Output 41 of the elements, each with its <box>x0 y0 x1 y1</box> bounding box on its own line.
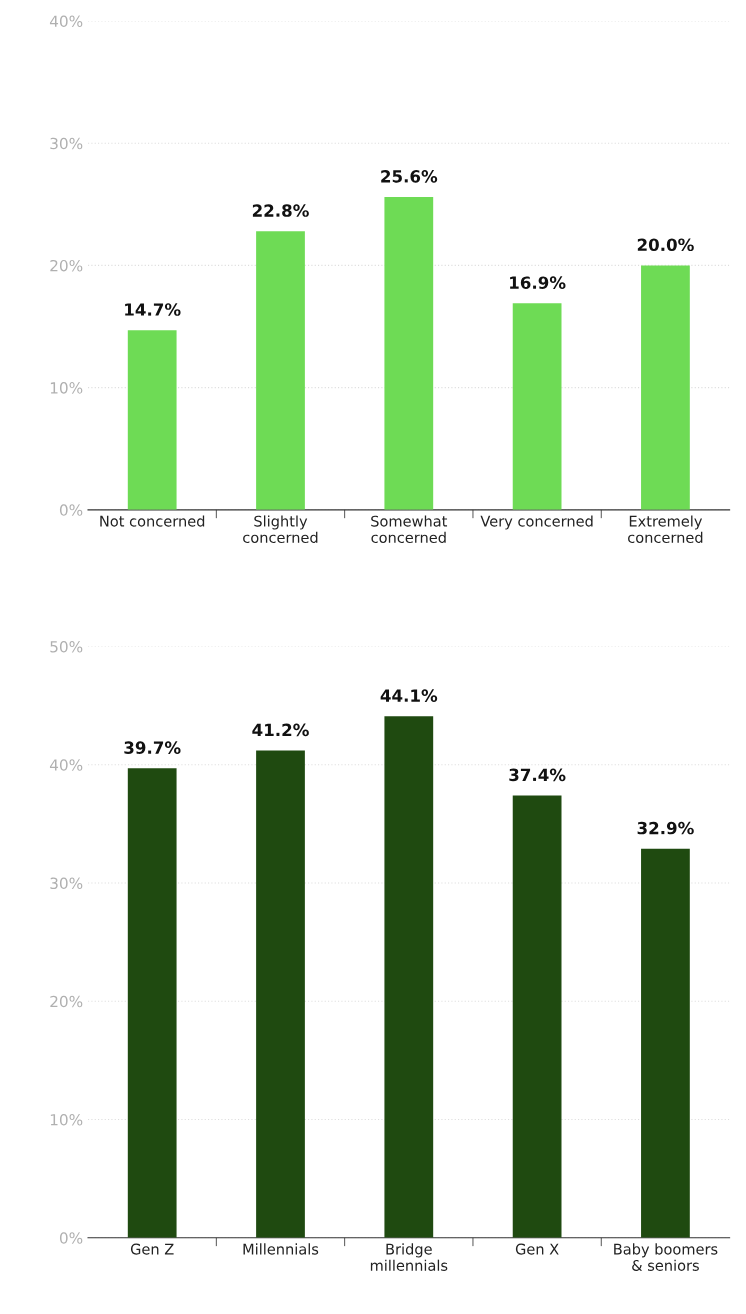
bar <box>127 768 177 1238</box>
y-tick-label: 20% <box>50 259 83 272</box>
bar <box>384 716 434 1238</box>
bar <box>641 265 690 510</box>
data-label: 25.6% <box>381 170 438 183</box>
bar <box>641 848 690 1238</box>
y-tick-label: 10% <box>50 382 83 394</box>
y-tick-label: 0% <box>59 1232 83 1244</box>
x-tick-label: Gen X <box>515 1243 559 1255</box>
x-tick-label: Very concerned <box>480 515 593 530</box>
data-label: 22.8% <box>252 204 309 217</box>
bar <box>256 231 305 510</box>
y-tick-label: 50% <box>50 640 83 653</box>
x-tick-label: Slightly concerned <box>243 515 318 544</box>
bar <box>127 330 177 510</box>
y-tick-label: 20% <box>50 995 83 1008</box>
data-label: 44.1% <box>380 689 438 702</box>
x-tick-label: Baby boomers & seniors <box>614 1243 718 1271</box>
y-tick-label: 10% <box>50 1113 83 1126</box>
data-label: 32.9% <box>637 821 694 835</box>
bar <box>256 750 305 1238</box>
y-tick-label: 30% <box>50 877 83 890</box>
y-tick-label: 40% <box>49 15 83 28</box>
bar <box>512 303 562 510</box>
data-label: 20.0% <box>637 238 694 252</box>
x-tick-label: Extremely concerned <box>628 515 703 544</box>
x-tick-label: Bridge millennials <box>370 1243 448 1271</box>
bar <box>512 795 562 1238</box>
x-tick-label: Millennials <box>243 1243 319 1255</box>
data-label: 41.2% <box>252 723 309 737</box>
data-label: 14.7% <box>125 303 181 316</box>
x-tick-label: Somewhat concerned <box>371 515 448 544</box>
data-label: 37.4% <box>509 768 566 782</box>
x-tick-label: Not concerned <box>100 515 205 527</box>
y-tick-label: 30% <box>50 137 83 150</box>
y-tick-label: 40% <box>49 759 83 771</box>
data-label: 39.7% <box>124 741 181 754</box>
data-label: 16.9% <box>510 276 566 289</box>
y-tick-label: 0% <box>59 504 83 516</box>
bar <box>384 196 434 510</box>
x-tick-label: Gen Z <box>130 1243 174 1255</box>
